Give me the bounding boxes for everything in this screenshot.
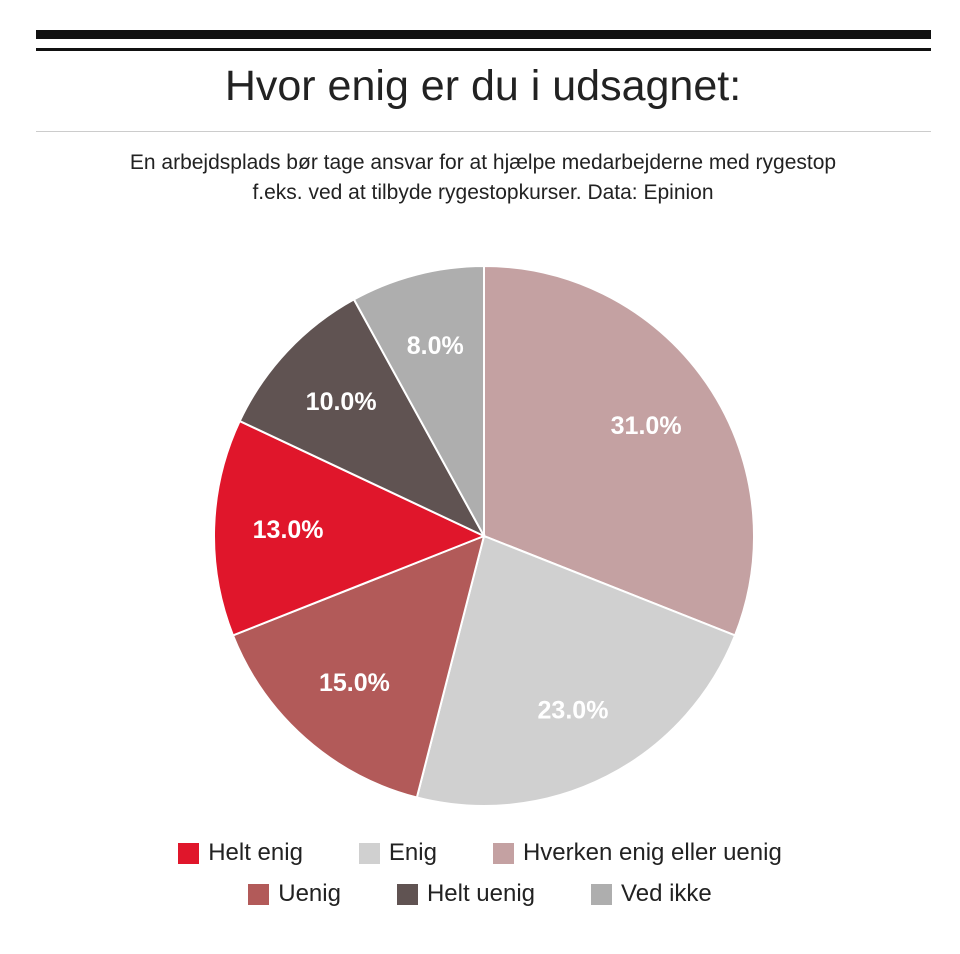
legend-item-hverken-enig-eller-uenig: Hverken enig eller uenig	[492, 839, 782, 867]
legend-swatch	[178, 842, 200, 864]
pie-slice-ved-ikke	[352, 264, 485, 537]
pie-slice-helt-uenig	[238, 298, 487, 539]
legend-label: Ved ikke	[621, 880, 712, 907]
header-rule-thick	[36, 30, 931, 39]
legend-item-helt-uenig: Helt uenig	[396, 880, 536, 908]
legend-label: Uenig	[278, 880, 341, 907]
legend-item-enig: Enig	[358, 839, 437, 867]
legend-swatch	[492, 842, 514, 864]
pie-chart: 31.0% 23.0% 15.0% 13.0% 10.0% 8.0%	[213, 264, 755, 807]
pie-slice-enig	[415, 534, 737, 807]
legend-label: Helt uenig	[426, 880, 536, 907]
legend-item-ved-ikke: Ved ikke	[591, 880, 712, 908]
pie-label-helt-uenig: 10.0%	[306, 388, 377, 416]
legend-item-helt-enig: Helt enig	[178, 839, 303, 867]
pie-slice-uenig	[231, 534, 486, 799]
chart-title: Hvor enig er du i udsagnet:	[224, 62, 742, 110]
pie-label-enig: 23.0%	[538, 697, 609, 725]
legend-swatch	[358, 842, 380, 864]
pie-slice-hverken-enig-eller-uenig	[483, 264, 755, 637]
legend-swatch	[248, 883, 270, 905]
title-divider	[36, 131, 931, 132]
legend-item-uenig: Uenig	[248, 880, 341, 908]
legend-row: Helt enig Enig Hverken enig eller uenig	[0, 836, 960, 870]
chart-subtitle: En arbejdsplads bør tage ansvar for at h…	[30, 148, 936, 208]
legend-label: Hverken enig eller uenig	[522, 839, 782, 866]
pie-slice-helt-enig	[213, 419, 487, 637]
legend-row: Uenig Helt uenig Ved ikke	[0, 877, 960, 911]
legend-label: Helt enig	[208, 839, 303, 866]
pie-label-helt-enig: 13.0%	[253, 516, 324, 544]
legend-swatch	[396, 883, 418, 905]
subtitle-line-2: f.eks. ved at tilbyde rygestopkurser. Da…	[252, 181, 714, 204]
pie-labels: 31.0% 23.0% 15.0% 13.0% 10.0% 8.0%	[253, 332, 682, 724]
legend-label: Enig	[388, 839, 437, 866]
pie-label-uenig: 15.0%	[319, 669, 390, 697]
subtitle-line-1: En arbejdsplads bør tage ansvar for at h…	[129, 151, 837, 174]
header-rule-thin	[36, 48, 931, 51]
legend-swatch	[591, 883, 613, 905]
pie-label-ved-ikke: 8.0%	[407, 332, 464, 360]
chart-legend: Helt enig Enig Hverken enig eller uenig Uen…	[0, 836, 960, 918]
pie-slices	[213, 264, 755, 807]
pie-label-hverken-enig-eller-uenig: 31.0%	[611, 412, 682, 440]
